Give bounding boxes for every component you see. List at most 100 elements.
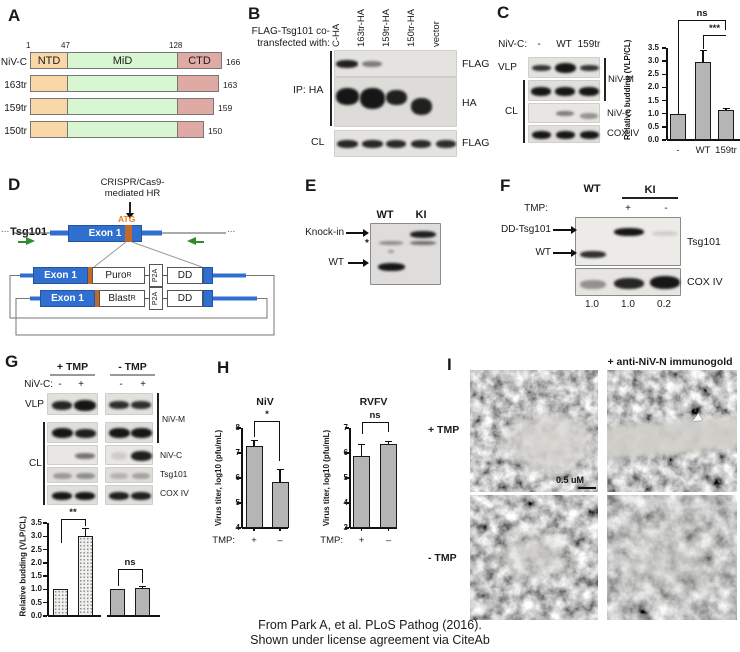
y-tick-label: 4 bbox=[235, 523, 240, 532]
exon1-genomic-box: Exon 1 bbox=[68, 225, 142, 242]
y-tick-label: 2.0 bbox=[647, 82, 659, 92]
blot-cl-coxiv bbox=[528, 125, 600, 143]
blot-cl-flag bbox=[334, 130, 457, 157]
bracket-drop bbox=[725, 20, 727, 30]
x-category-label: + bbox=[251, 535, 257, 546]
caption-line1: From Park A, et al. PLoS Pathog (2016). bbox=[258, 618, 482, 632]
g-cl-label: CL bbox=[29, 458, 42, 469]
y-tick-mark bbox=[43, 522, 47, 524]
x-axis-line bbox=[48, 615, 101, 617]
y-tick-mark bbox=[43, 575, 47, 577]
chart-title: NiV bbox=[256, 396, 274, 408]
panel-a-tick-47: 47 bbox=[61, 41, 70, 50]
protein-band bbox=[75, 473, 95, 479]
tmp-minus: - bbox=[664, 203, 668, 214]
y-axis-title: Relative budding (VLP/CL) bbox=[623, 39, 632, 140]
y-tick-mark bbox=[662, 86, 666, 89]
densitometry-ratio: 1.0 bbox=[585, 299, 599, 310]
protein-band bbox=[410, 241, 436, 245]
dd-label: DD bbox=[177, 293, 193, 304]
genomic-dots-right: ... bbox=[227, 224, 236, 235]
lane-label-c-ha: C-HA bbox=[331, 23, 342, 47]
protein-band bbox=[580, 113, 598, 119]
cl-label: CL bbox=[311, 136, 325, 148]
g-vlp-label: VLP bbox=[25, 399, 44, 410]
blot-g-cl-coxiv-plus bbox=[47, 485, 98, 505]
construct-name: 159tr bbox=[4, 103, 27, 114]
significance-bracket bbox=[678, 20, 726, 22]
y-axis-line bbox=[47, 523, 49, 616]
g-target-coxiv: COX IV bbox=[160, 488, 189, 498]
protein-band bbox=[385, 89, 407, 105]
ip-bracket-line bbox=[330, 51, 332, 126]
protein-band bbox=[580, 250, 606, 258]
y-tick-mark bbox=[662, 112, 666, 115]
blast-label: Blast bbox=[108, 293, 131, 304]
y-tick-mark bbox=[345, 477, 349, 479]
bar bbox=[135, 587, 150, 616]
em-lumen-overlay bbox=[607, 495, 737, 620]
g-target-nivc: NiV-C bbox=[160, 450, 183, 460]
blot-g-cl-tsg101-plus bbox=[47, 467, 98, 483]
y-tick-mark bbox=[345, 527, 349, 529]
exon1-puro-box: Exon 1 bbox=[33, 267, 88, 284]
y-tick-mark bbox=[237, 477, 241, 479]
x-category-label: – bbox=[277, 535, 283, 546]
error-bar bbox=[360, 444, 363, 456]
em-lumen-overlay bbox=[470, 370, 598, 492]
bracket-drop bbox=[254, 421, 256, 437]
bar bbox=[670, 113, 686, 140]
y-axis-title: Virus titer, log10 (pfu/mL) bbox=[214, 429, 223, 527]
y-tick-label: 2.5 bbox=[647, 69, 659, 79]
protein-band bbox=[75, 453, 95, 459]
em-image-minus-tmp bbox=[470, 495, 598, 620]
p2a-box: P2A bbox=[149, 287, 163, 310]
crispr-arrow-head bbox=[126, 213, 134, 219]
p2a-label: P2A bbox=[152, 291, 160, 306]
significance-bracket bbox=[703, 35, 726, 37]
lane-label-150tr-ha: 150tr-HA bbox=[406, 8, 417, 47]
y-tick-mark bbox=[43, 562, 47, 564]
significance-label: *** bbox=[708, 23, 721, 34]
protein-band bbox=[436, 140, 456, 148]
atg-stripe bbox=[125, 225, 132, 242]
panel-e-label: E bbox=[305, 176, 317, 195]
puro-resistance-box: Puro R bbox=[92, 267, 145, 284]
blot-dd-tsg101 bbox=[575, 217, 681, 266]
bar bbox=[110, 589, 125, 616]
tsg101-gene-label: Tsg101 bbox=[10, 226, 48, 238]
domain-mid: MiD bbox=[67, 52, 178, 69]
blot-g-vlp-minus-tmp bbox=[105, 393, 153, 415]
y-tick-label: 8 bbox=[235, 423, 240, 432]
protein-band bbox=[362, 61, 382, 67]
x-axis-line bbox=[107, 615, 160, 617]
domain-ntd bbox=[30, 121, 68, 138]
protein-band bbox=[614, 228, 644, 236]
blot-cl-nivm bbox=[528, 80, 600, 101]
plus-tmp-underline bbox=[50, 374, 95, 376]
error-bar bbox=[279, 469, 281, 482]
panel-g-budding-chart: 0.0 0.5 1.0 1.5 2.0 2.5 3.0 3.5 Relative budding… bbox=[18, 507, 160, 620]
g-nivc-row-label: NiV-C: bbox=[24, 379, 53, 390]
y-tick-label: 3.5 bbox=[30, 518, 42, 527]
blast-resistance-box: Blast R bbox=[99, 290, 145, 307]
panel-h-rvfv-chart: 3 4 5 6 7 Virus titer, log10 (pfu/mL) RVFV + – TM… bbox=[320, 396, 397, 546]
error-bar bbox=[387, 441, 390, 445]
g-target-nivm: NiV-M bbox=[162, 414, 186, 424]
construct-length: 159 bbox=[218, 103, 233, 113]
bracket-drop bbox=[361, 422, 363, 434]
ki-overline bbox=[622, 197, 678, 199]
protein-band bbox=[579, 131, 599, 139]
blot-g-cl-nivc-plus bbox=[47, 445, 98, 465]
dd-box: DD bbox=[167, 267, 203, 284]
tmp-row-label: TMP: bbox=[524, 203, 548, 214]
y-tick-label: 6 bbox=[343, 448, 348, 457]
bracket-drop bbox=[703, 35, 705, 49]
significance-label: * bbox=[265, 409, 269, 420]
error-bar-cap bbox=[699, 49, 707, 52]
significance-label: ns bbox=[696, 8, 708, 19]
significance-label: ns bbox=[124, 557, 136, 568]
protein-band bbox=[531, 131, 551, 139]
atg-stripe bbox=[95, 290, 99, 307]
